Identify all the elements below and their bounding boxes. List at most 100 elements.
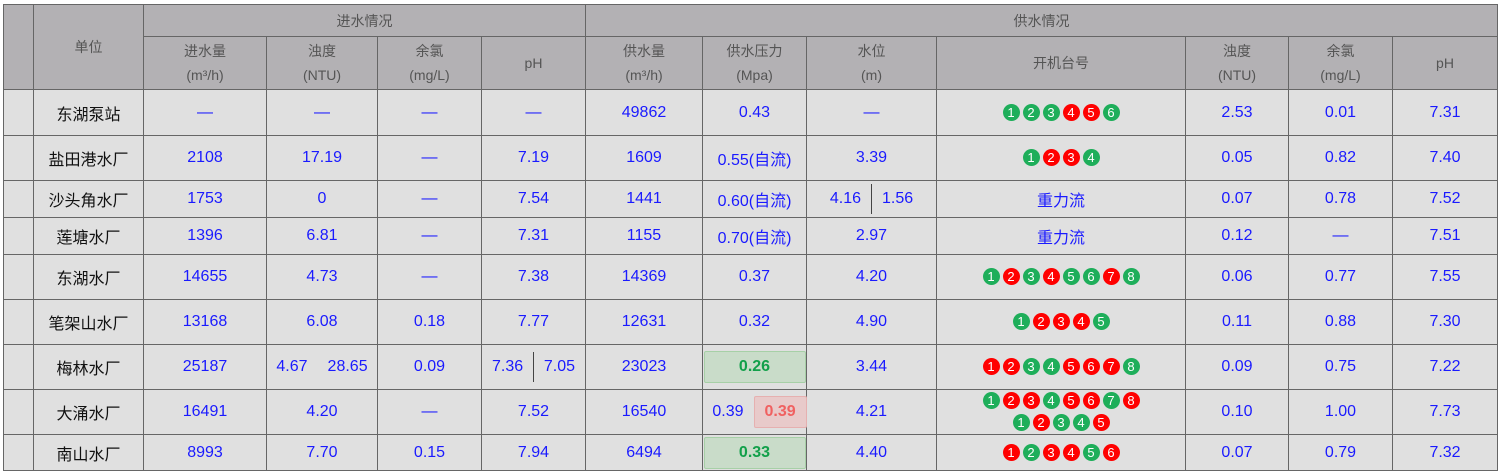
table-row[interactable]: 大涌水厂 16491 4.20—7.52 16540 0.39 0.39 4.21 1 2 3 4 5… (3, 389, 1499, 435)
pump-stopped-icon: 2 (1002, 268, 1020, 285)
value: 4.67 (276, 358, 308, 375)
table-row[interactable]: 梅林水厂 25187 4.67 28.65 0.09 7.36 7.05 23023 0.26 3… (3, 344, 1499, 390)
table-cell: 3.44 (806, 344, 937, 390)
table-cell: — (481, 89, 586, 136)
table-row[interactable]: 笔架山水厂 13168 6.08 0.18 7.77 12631 0.32 4.90 1 2 3 4 5… (3, 299, 1499, 345)
pump-running-icon: 3 (1022, 268, 1040, 285)
table-cell: 1753 (143, 180, 267, 218)
table-cell: 6.81 (266, 217, 378, 255)
column-header: pH (481, 36, 586, 90)
pump-running-icon: 1 (1012, 414, 1030, 431)
table-cell: 0.26 (702, 344, 807, 390)
table-cell: 0.70(自流) (702, 217, 807, 255)
unit-name: 东湖泵站 (33, 89, 144, 136)
table-row[interactable]: 东湖水厂 14655 4.73—7.38 14369 0.37 4.20 1 2 3 4 5 6 7 8 0… (3, 254, 1499, 300)
table-cell: 0.88 (1288, 299, 1393, 345)
column-unit: (Mpa) (736, 67, 773, 83)
split-value: 7.36 7.05 (482, 352, 585, 382)
table-cell: 0.33 (702, 434, 807, 471)
pump-running-icon: 6 (1102, 103, 1120, 121)
table-cell: 25187 (143, 344, 267, 390)
table-cell: 7.54 (481, 180, 586, 218)
table-cell: 0.75 (1288, 344, 1393, 390)
table-cell: 1396 (143, 217, 267, 255)
pump-stopped-icon: 2 (1002, 358, 1020, 375)
pump-running-icon: 7 (1102, 392, 1120, 409)
column-title: 浊度 (308, 43, 336, 59)
row-selector (3, 254, 34, 300)
highlighted-value: 0.26 (703, 351, 806, 383)
pump-stopped-icon: 4 (1042, 268, 1060, 285)
pump-stopped-icon: 7 (1102, 358, 1120, 375)
row-selector (3, 135, 34, 181)
table-row[interactable]: 盐田港水厂 2108 17.19—7.19 1609 0.55(自流) 3.39 1 2 3 4 0… (3, 135, 1499, 181)
table-cell: 重力流 (936, 180, 1186, 218)
table-cell: 7.70 (266, 434, 378, 471)
table-cell: 0.06 (1185, 254, 1289, 300)
table-cell: 0.60(自流) (702, 180, 807, 218)
unit-name: 东湖水厂 (33, 254, 144, 300)
table-cell: 2.53 (1185, 89, 1289, 136)
table-cell: — (377, 180, 482, 218)
table-cell: 0.55(自流) (702, 135, 807, 181)
table-row[interactable]: 沙头角水厂 1753 0—7.54 1441 0.60(自流) 4.16 1.56 重力流 0.… (3, 180, 1499, 218)
table-cell: 4.67 28.65 (266, 344, 378, 390)
column-header: 余氯 (mg/L) (1288, 36, 1393, 90)
table-cell: 6.08 (266, 299, 378, 345)
column-unit: (NTU) (302, 67, 342, 83)
pump-running-icon: 2 (1022, 103, 1040, 121)
pump-stopped-icon: 1 (982, 358, 1000, 375)
pump-stopped-icon: 4 (1062, 443, 1080, 461)
table-row[interactable]: 莲塘水厂 1396 6.81—7.31 1155 0.70(自流) 2.97 重力流 0.12… (3, 217, 1499, 255)
table-cell: 7.55 (1391, 254, 1499, 300)
table-row[interactable]: 南山水厂 8993 7.70 0.15 7.94 6494 0.33 4.40 1 2 3 4 5 6 0.… (3, 434, 1499, 471)
pump-stopped-icon: 8 (1122, 392, 1140, 409)
water-supply-table: 单位 进水情况 供水情况 进水量 (m³/h) 浊度 (NTU) 余氯 (mg/L) pH 供… (3, 4, 1499, 471)
pump-running-icon: 1 (1002, 103, 1020, 121)
pump-running-icon: 1 (982, 392, 1000, 409)
pump-stopped-icon: 3 (1042, 443, 1060, 461)
highlighted-value: 0.33 (703, 436, 806, 469)
column-title: 供水压力 (726, 43, 783, 59)
table-cell: 7.52 (1391, 180, 1499, 218)
column-unit: (m³/h) (625, 67, 663, 83)
pump-running-icon: 5 (1062, 268, 1080, 285)
table-cell: 2.97 (806, 217, 937, 255)
table-row[interactable]: 东湖泵站 — — — —49862 0.43—1 2 3 4 5 6 2.53 0.01 7.31 (3, 89, 1499, 136)
pump-running-icon: 1 (1022, 149, 1040, 166)
unit-name: 莲塘水厂 (33, 217, 144, 255)
table-cell: 14655 (143, 254, 267, 300)
row-selector (3, 389, 34, 435)
column-title: 开机台号 (1033, 55, 1089, 71)
column-unit: (m) (861, 67, 882, 83)
pump-running-icon: 4 (1042, 358, 1060, 375)
table-cell: 4.20 (806, 254, 937, 300)
unit-name: 笔架山水厂 (33, 299, 144, 345)
column-unit: (NTU) (1217, 67, 1257, 83)
row-selector (3, 217, 34, 255)
unit-name: 南山水厂 (33, 434, 144, 471)
pump-stopped-icon: 6 (1082, 358, 1100, 375)
pump-stopped-icon: 2 (1032, 414, 1050, 431)
table-cell: 2108 (143, 135, 267, 181)
pump-running-icon: 3 (1042, 103, 1060, 121)
pump-stopped-icon: 3 (1022, 392, 1040, 409)
value: 7.05 (543, 358, 575, 375)
table-cell: 0.09 (377, 344, 482, 390)
row-selector (3, 180, 34, 218)
table-cell: — (377, 389, 482, 435)
column-title: 浊度 (1223, 43, 1251, 59)
column-header: 浊度 (NTU) (1185, 36, 1289, 90)
value: 1.56 (882, 190, 914, 207)
table-cell: 0.82 (1288, 135, 1393, 181)
table-cell: — (806, 89, 937, 136)
table-cell: 49862 (585, 89, 703, 136)
unit-name: 梅林水厂 (33, 344, 144, 390)
table-cell: 4.21 (806, 389, 937, 435)
table-cell: 7.36 7.05 (481, 344, 586, 390)
table-cell: 0.39 0.39 (702, 389, 807, 435)
